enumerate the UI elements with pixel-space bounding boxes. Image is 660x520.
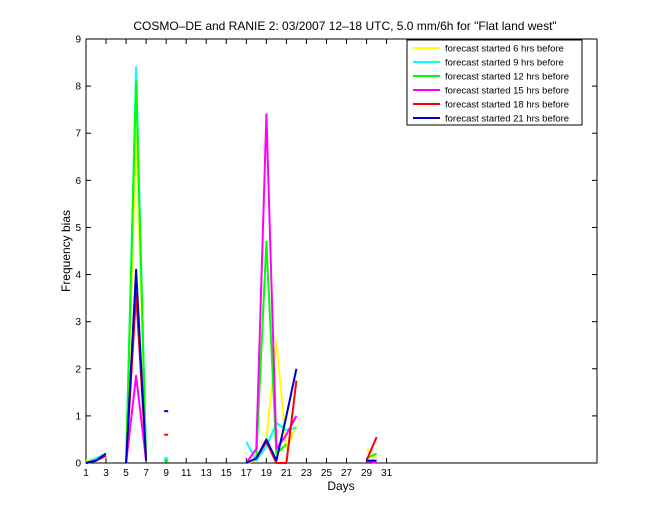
series-line: [245, 368, 298, 464]
series-line: [365, 448, 378, 460]
legend-label: forecast started 12 hrs before: [445, 72, 569, 83]
chart-title: COSMO–DE and RANIE 2: 03/2007 12–18 UTC,…: [133, 19, 556, 33]
x-tick-label: 25: [321, 468, 333, 479]
y-tick-label: 4: [75, 270, 81, 281]
series-layer: [85, 66, 378, 464]
y-tick-label: 5: [75, 223, 81, 234]
x-tick-label: 29: [361, 468, 373, 479]
series-line: [85, 452, 107, 464]
x-axis-label: Days: [327, 479, 354, 493]
x-tick-label: 1: [83, 468, 89, 479]
y-tick-label: 9: [75, 35, 81, 46]
y-tick-label: 1: [75, 411, 81, 422]
y-tick-label: 0: [75, 459, 81, 470]
x-tick-label: 15: [221, 468, 233, 479]
legend-label: forecast started 9 hrs before: [445, 58, 564, 69]
series-line: [125, 374, 148, 464]
series-line: [245, 113, 298, 464]
x-tick-label: 13: [201, 468, 213, 479]
x-tick-label: 9: [163, 468, 169, 479]
y-tick-label: 2: [75, 364, 81, 375]
legend-label: forecast started 18 hrs before: [445, 100, 569, 111]
y-tick-label: 3: [75, 317, 81, 328]
x-tick-label: 7: [143, 468, 149, 479]
x-tick-label: 23: [301, 468, 313, 479]
legend-box: [406, 39, 583, 126]
legend: forecast started 6 hrs before forecast st…: [406, 39, 583, 126]
series-6: [85, 268, 377, 464]
legend-label: forecast started 6 hrs before: [445, 44, 564, 55]
x-tick-label: 5: [123, 468, 129, 479]
x-tick-label: 31: [381, 468, 393, 479]
legend-label: forecast started 15 hrs before: [445, 86, 569, 97]
y-axis-label: Frequency bias: [59, 210, 73, 292]
y-tick-label: 6: [75, 176, 81, 187]
y-tick-label: 7: [75, 129, 81, 140]
y-tick-label: 8: [75, 82, 81, 93]
x-tick-label: 21: [281, 468, 293, 479]
x-tick-label: 11: [181, 468, 192, 479]
x-tick-label: 27: [341, 468, 353, 479]
series-line: [125, 80, 148, 464]
x-tick-label: 17: [241, 468, 253, 479]
legend-label: forecast started 21 hrs before: [445, 114, 569, 125]
x-tick-label: 3: [103, 468, 109, 479]
x-tick-label: 19: [261, 468, 273, 479]
series-line: [365, 436, 378, 461]
series-line: [125, 268, 148, 464]
